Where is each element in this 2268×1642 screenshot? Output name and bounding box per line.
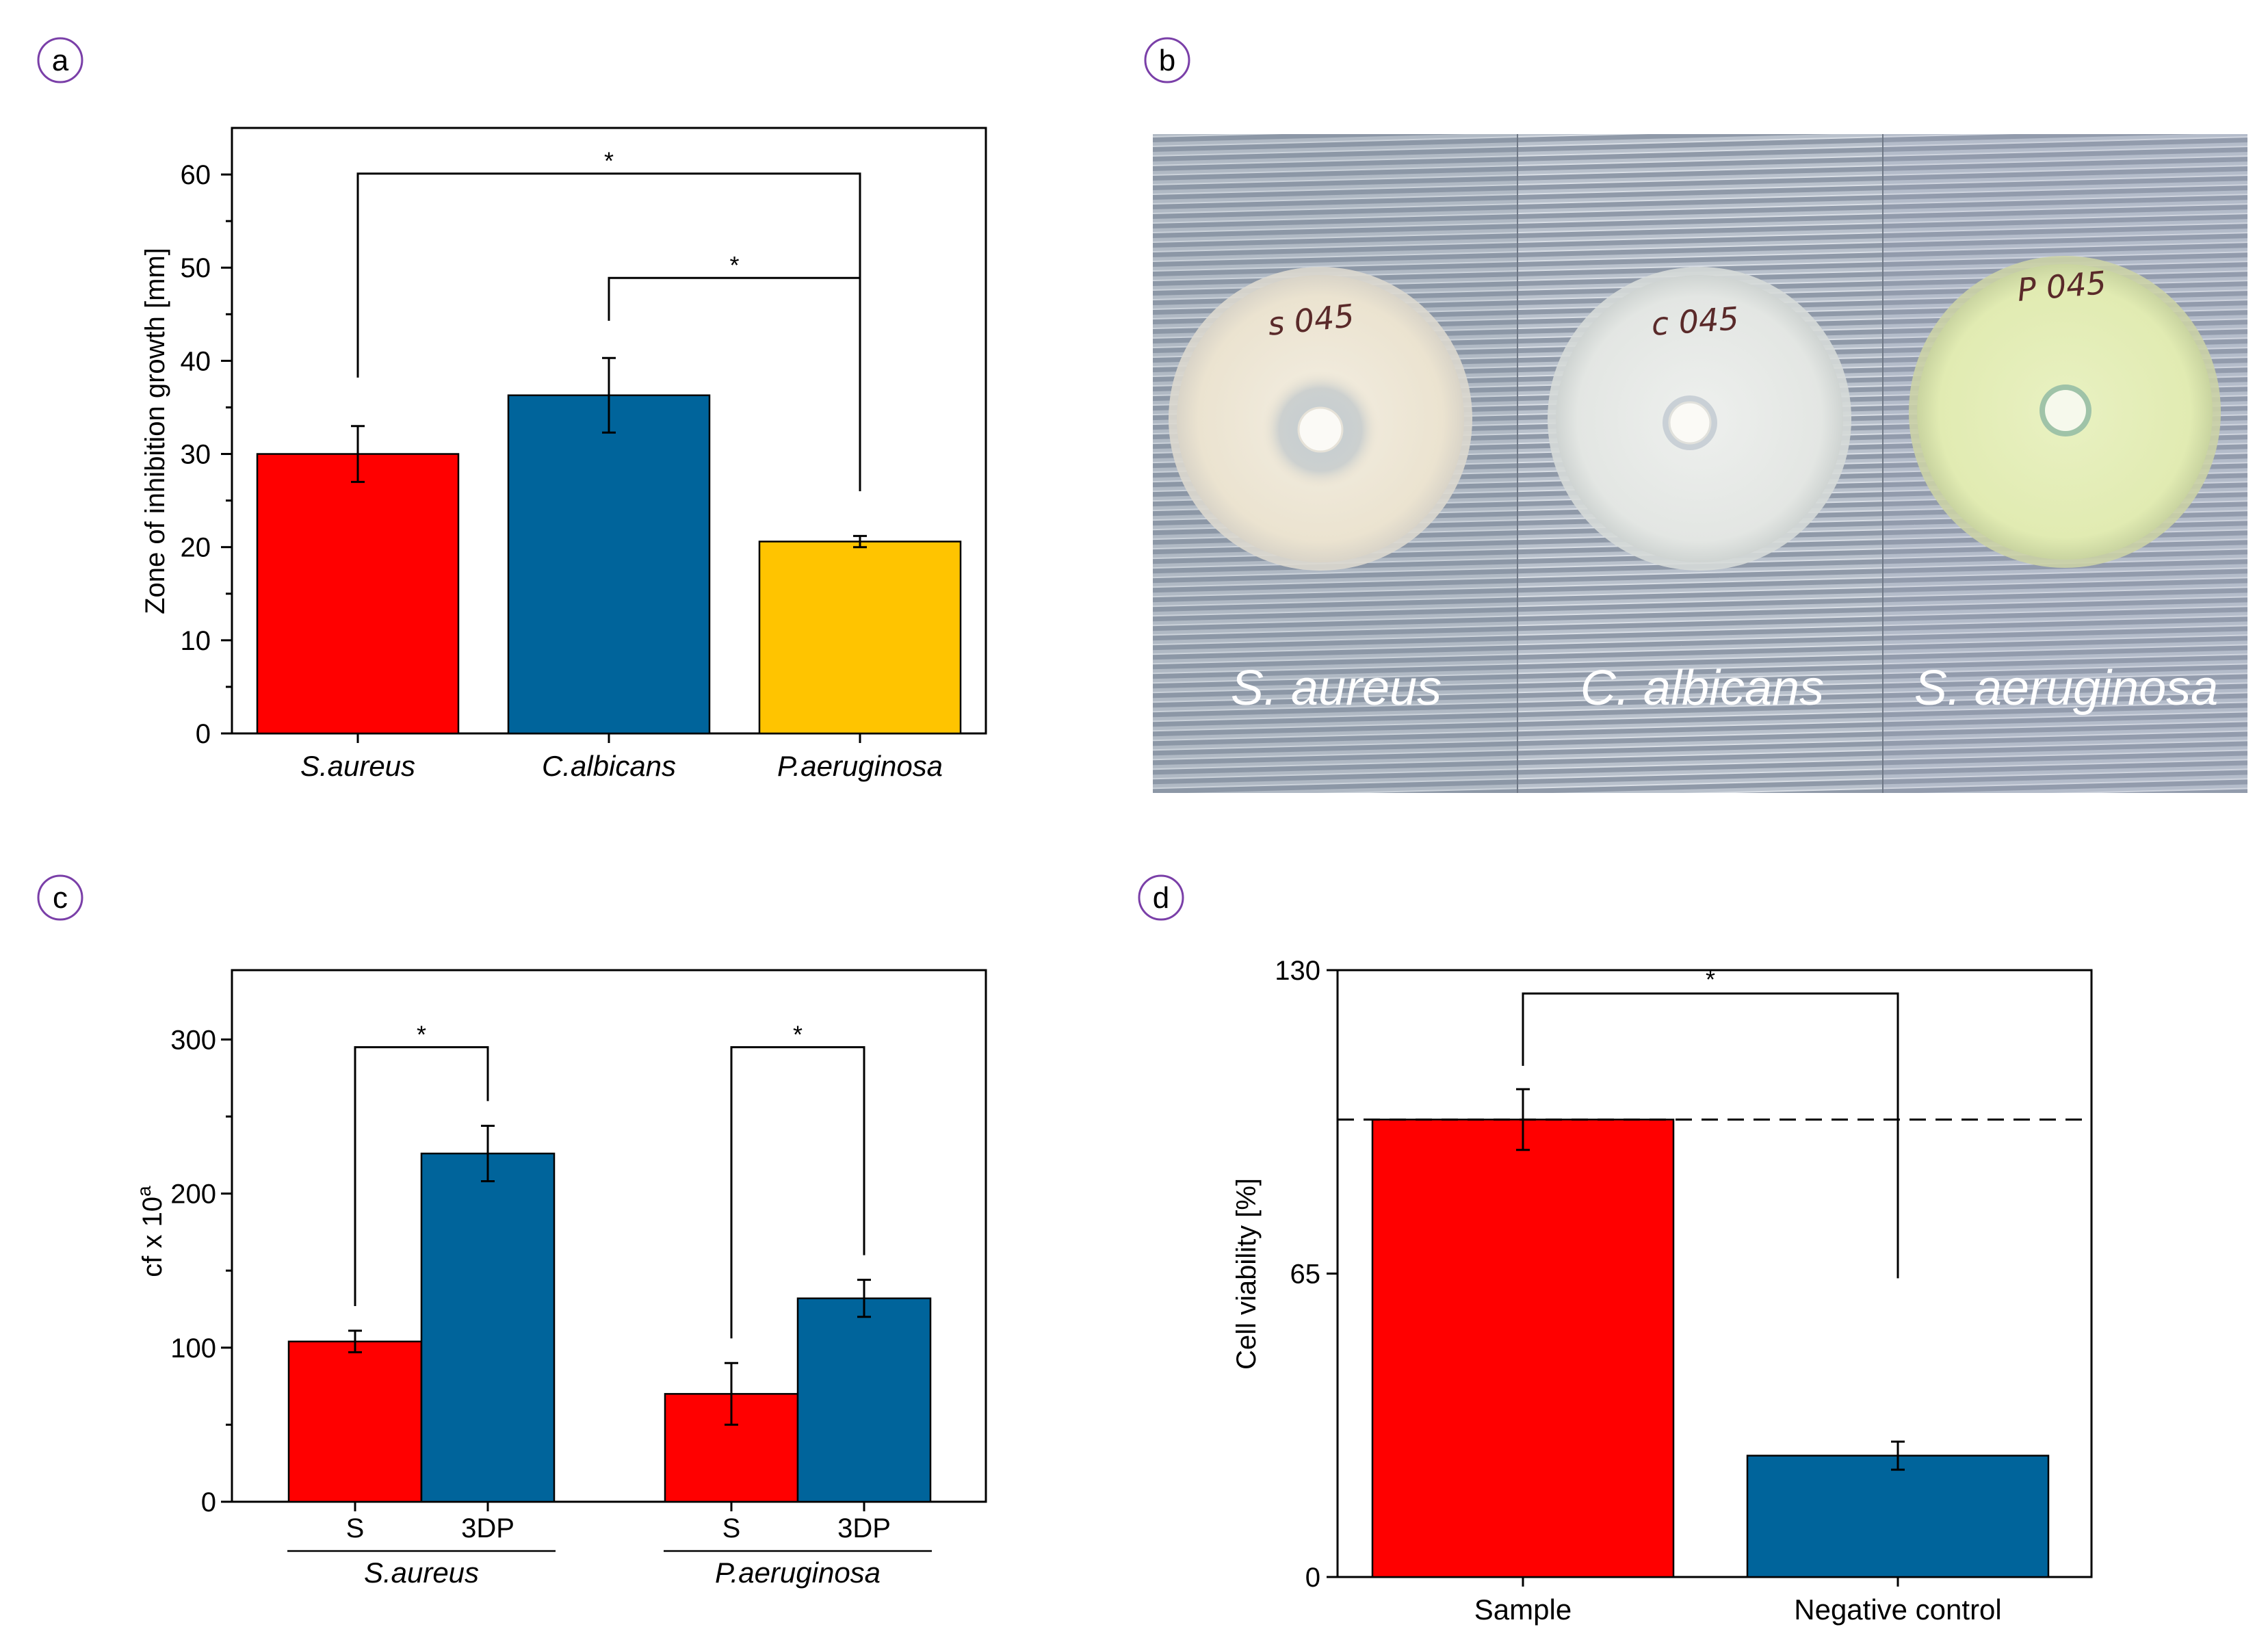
bar-s-aureus: [256, 453, 460, 735]
panel-label-c: c: [37, 874, 83, 921]
x-tick-label: S.aureus: [300, 750, 415, 782]
bar-sample: [1371, 1119, 1675, 1578]
y-tick-label: 100: [170, 1333, 216, 1364]
significance-label: *: [604, 147, 614, 175]
x-tick-label: Negative control: [1794, 1593, 2002, 1626]
x-subcategory-label: 3DP: [461, 1513, 514, 1543]
group-label: P.aeruginosa: [715, 1556, 881, 1589]
x-tick-label: C.albicans: [542, 750, 676, 782]
chart-a-y-label: Zone of inhibition growth [mm]: [140, 248, 170, 614]
y-tick-label: 0: [201, 1487, 216, 1517]
significance-bracket: [354, 1046, 489, 1306]
bar-c-albicans: [507, 394, 711, 735]
x-subcategory-label: S: [346, 1513, 365, 1543]
photo-label-c-albicans: C. albicans: [1580, 661, 1824, 716]
x-tick-label: Sample: [1474, 1593, 1572, 1626]
significance-label: *: [729, 251, 739, 279]
chart-a: Zone of inhibition growth [mm] 0 10 20 30 40…: [140, 127, 987, 782]
bar-s-aureus-3dp: [420, 1152, 556, 1503]
chart-c-frame: [231, 969, 987, 1503]
y-tick-label: 65: [1290, 1260, 1321, 1290]
chart-d: Cell viability [%] 0 65 130 Sample Negative …: [1231, 956, 2093, 1626]
significance-bracket: [730, 1046, 865, 1339]
plate-label-p: P 045: [2016, 264, 2107, 309]
significance-label: *: [417, 1021, 426, 1049]
y-tick-label: 130: [1275, 956, 1320, 986]
petri-plate-s-aeruginosa: P 045: [1909, 256, 2221, 568]
significance-bracket: [356, 172, 861, 378]
petri-plate-c-albicans: c 045: [1548, 267, 1851, 571]
chart-c: cf x 10a 0 100 200 300 S 3DP S.aureus * S 3DP P.ae…: [133, 969, 987, 1589]
significance-bracket: [608, 276, 861, 491]
y-tick-label: 60: [181, 160, 211, 190]
petri-dish-photo: s 045 c 045 P 045 S. aureus C. albicans …: [1153, 134, 2247, 793]
chart-d-y-label: Cell viability [%]: [1231, 1178, 1262, 1370]
svg-text:cf x 10a: cf x 10a: [133, 1186, 168, 1277]
x-subcategory-label: 3DP: [837, 1513, 891, 1543]
svg-text:b: b: [1159, 44, 1175, 77]
photo-label-s-aeruginosa: S. aeruginosa: [1914, 661, 2218, 716]
svg-text:c: c: [53, 881, 68, 915]
y-tick-label: 0: [1305, 1563, 1320, 1593]
plate-label-c: c 045: [1650, 300, 1740, 343]
y-tick-label: 10: [181, 626, 211, 656]
y-tick-label: 30: [181, 440, 211, 470]
panel-label-b: b: [1144, 37, 1190, 83]
chart-c-y-label: cf x 10a: [133, 1186, 168, 1277]
y-tick-label: 40: [181, 346, 211, 376]
significance-label: *: [793, 1021, 803, 1049]
bar-s-aureus-s: [287, 1340, 423, 1503]
y-tick-label: 0: [196, 719, 211, 749]
panel-label-a: a: [37, 37, 83, 83]
significance-label: *: [1706, 965, 1715, 993]
significance-bracket: [1522, 992, 1899, 1279]
bar-p-aeruginosa: [758, 540, 962, 735]
photo-label-s-aureus: S. aureus: [1231, 661, 1442, 716]
x-tick-label: P.aeruginosa: [777, 750, 943, 782]
panel-label-d: d: [1138, 874, 1184, 921]
svg-text:a: a: [52, 44, 69, 77]
y-tick-label: 200: [170, 1180, 216, 1210]
y-tick-label: 20: [181, 533, 211, 563]
y-tick-label: 50: [181, 253, 211, 283]
petri-plate-s-aureus: s 045: [1169, 267, 1472, 571]
plate-label-s: s 045: [1266, 297, 1356, 343]
bar-negative-control: [1746, 1455, 2050, 1578]
bar-p-aeruginosa-3dp: [796, 1297, 932, 1503]
y-tick-label: 300: [170, 1025, 216, 1055]
x-subcategory-label: S: [722, 1513, 741, 1543]
svg-text:d: d: [1153, 881, 1169, 915]
group-label: S.aureus: [364, 1556, 479, 1589]
